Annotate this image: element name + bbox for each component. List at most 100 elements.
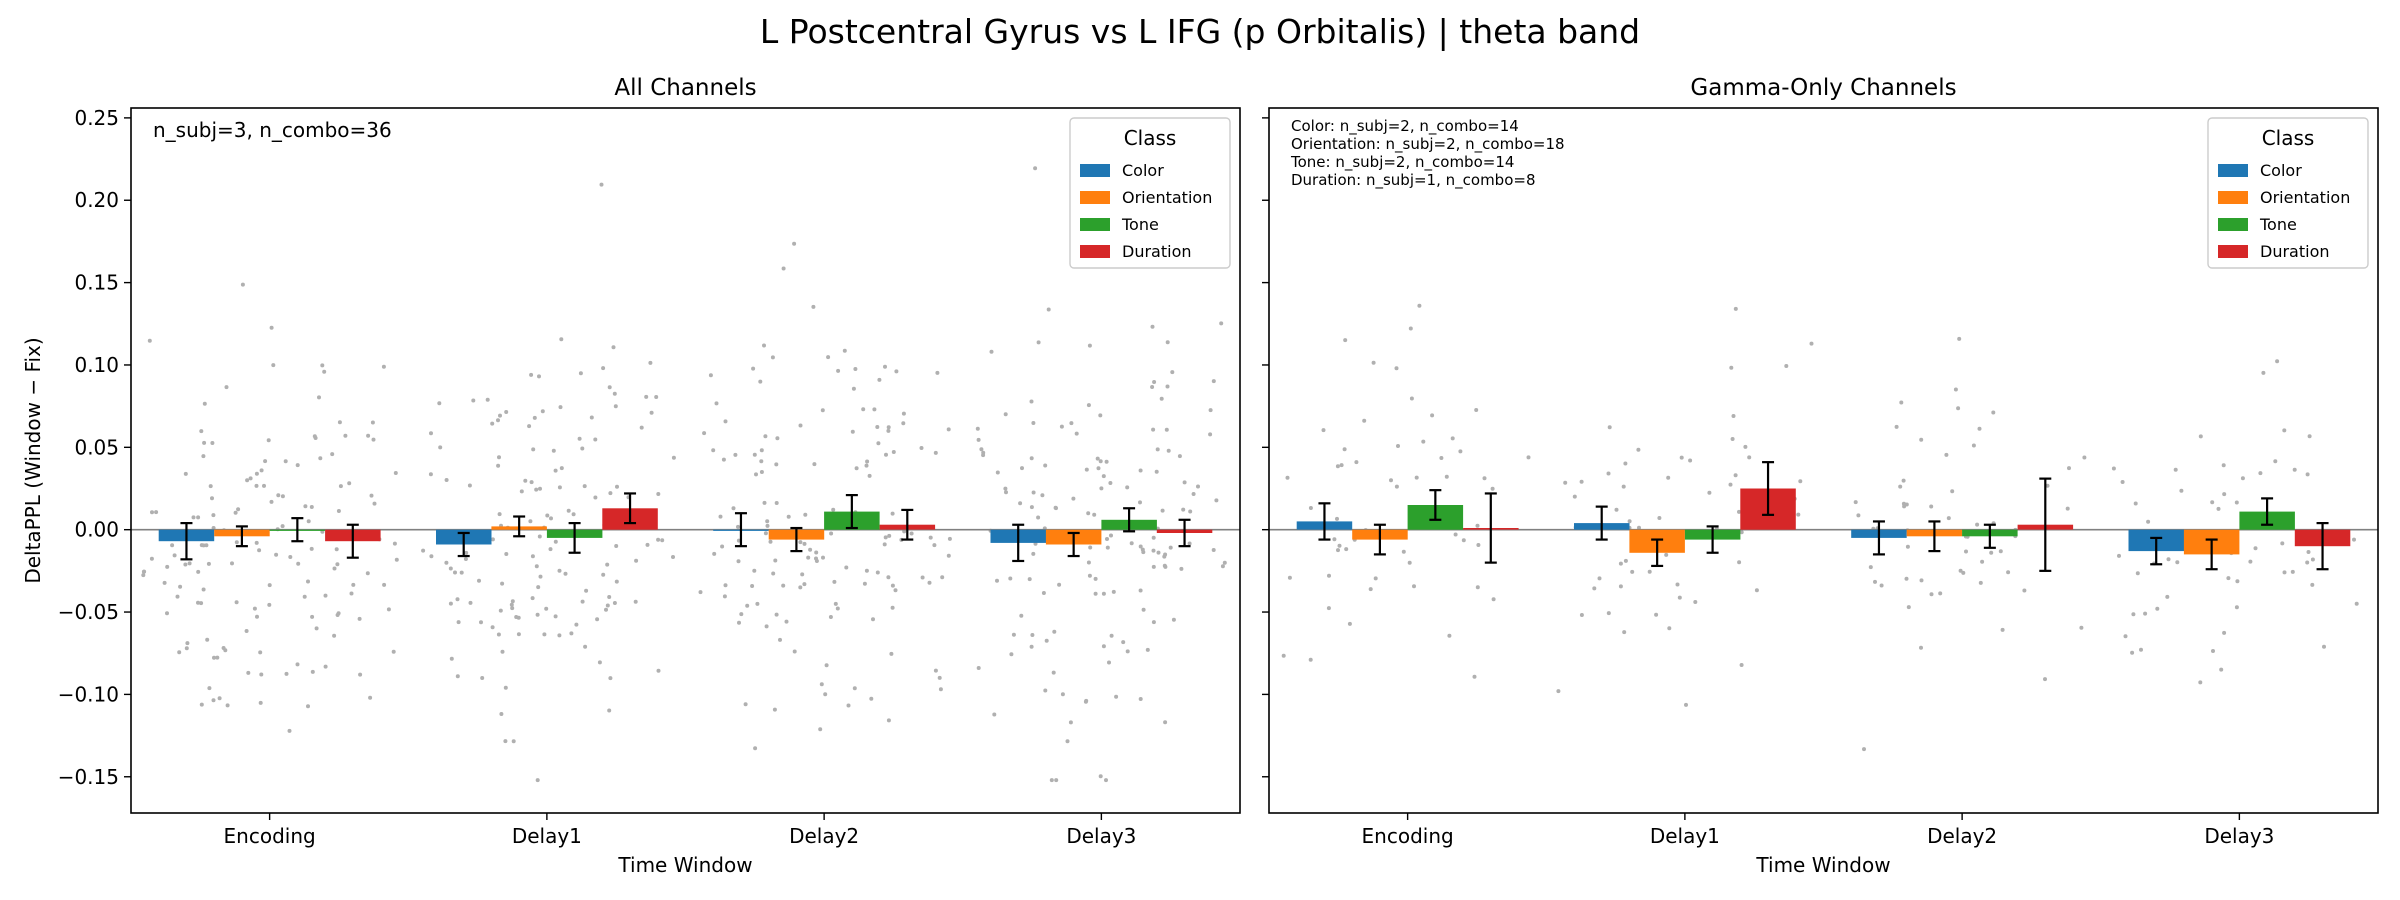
scatter-point (755, 601, 760, 606)
scatter-point (338, 484, 343, 489)
scatter-point (2240, 476, 2245, 481)
panel-title: All Channels (614, 75, 756, 101)
scatter-point (864, 568, 869, 573)
scatter-point (1281, 653, 1286, 658)
scatter-point (334, 547, 339, 552)
scatter-point (1052, 629, 1057, 634)
scatter-point (1043, 688, 1048, 693)
scatter-point (1084, 467, 1089, 472)
scatter-point (207, 686, 212, 691)
scatter-point (1344, 547, 1349, 552)
scatter-point (177, 650, 182, 655)
scatter-point (773, 558, 778, 563)
scatter-point (1623, 558, 1628, 563)
scatter-point (259, 468, 264, 473)
scatter-point (370, 420, 375, 425)
scatter-point (1371, 360, 1376, 365)
scatter-point (1606, 611, 1611, 616)
scatter-point (336, 509, 341, 513)
scatter-point (2139, 647, 2143, 652)
scatter-point (2155, 606, 2160, 611)
scatter-point (349, 591, 354, 596)
scatter-point (1095, 456, 1100, 461)
scatter-point (1335, 516, 1339, 521)
scatter-point (509, 602, 514, 607)
scatter-point (605, 603, 610, 608)
scatter-point (1179, 566, 1184, 571)
scatter-point (1977, 426, 1982, 431)
scatter-point (516, 615, 521, 620)
scatter-point (150, 510, 154, 515)
scatter-point (1733, 306, 1738, 311)
scatter-point (391, 649, 396, 654)
scatter-point (288, 555, 293, 559)
legend-swatch-duration (1080, 245, 1110, 258)
scatter-point (743, 702, 748, 707)
scatter-point (1396, 444, 1400, 448)
scatter-point (1109, 633, 1114, 638)
scatter-point (1191, 492, 1196, 496)
scatter-point (519, 489, 524, 494)
scatter-point (1327, 573, 1331, 578)
scatter-point (1412, 584, 1416, 589)
scatter-point (601, 366, 606, 371)
scatter-point (1163, 720, 1168, 725)
scatter-point (534, 487, 539, 492)
scatter-point (829, 531, 834, 536)
scatter-point (1906, 605, 1911, 610)
scatter-point (583, 644, 588, 649)
scatter-point (1688, 458, 1693, 463)
scatter-point (549, 516, 553, 521)
scatter-point (534, 564, 539, 569)
scatter-point (975, 426, 980, 431)
scatter-point (1138, 500, 1142, 505)
scatter-point (893, 588, 898, 593)
scatter-point (909, 531, 914, 536)
scatter-point (1474, 408, 1479, 412)
y-tick-label: −0.10 (58, 682, 119, 706)
scatter-point (496, 418, 500, 423)
scatter-point (337, 420, 342, 425)
x-tick-label: Delay2 (789, 824, 859, 848)
scatter-point (234, 540, 239, 545)
legend-label-orientation: Orientation (2260, 188, 2350, 207)
scatter-point (774, 501, 779, 505)
legend-label-color: Color (2260, 161, 2302, 180)
scatter-point (1108, 481, 1113, 485)
scatter-point (1086, 511, 1091, 516)
scatter-point (2234, 605, 2239, 610)
scatter-point (1332, 537, 1337, 542)
scatter-point (1461, 538, 1466, 543)
scatter-point (386, 607, 391, 612)
scatter-point (504, 410, 509, 414)
scatter-point (553, 539, 558, 544)
scatter-point (1961, 570, 1966, 575)
scatter-point (1029, 399, 1034, 404)
scatter-point (2120, 480, 2125, 484)
scatter-point (224, 385, 229, 390)
scatter-point (1980, 559, 1985, 564)
scatter-point (1739, 530, 1744, 535)
scatter-point (1125, 649, 1130, 654)
scatter-point (774, 462, 779, 467)
x-tick-label: Delay1 (1650, 824, 1720, 848)
scatter-point (656, 537, 661, 542)
scatter-point (1684, 702, 1688, 707)
scatter-point (1138, 544, 1143, 549)
scatter-point (831, 507, 836, 512)
scatter-point (933, 450, 938, 455)
scatter-point (1222, 560, 1227, 565)
scatter-point (314, 626, 319, 631)
scatter-point (503, 739, 508, 744)
scatter-point (759, 448, 764, 453)
scatter-point (2273, 459, 2278, 464)
scatter-point (258, 650, 263, 655)
scatter-point (2079, 625, 2084, 630)
scatter-point (1337, 543, 1342, 548)
scatter-point (1151, 620, 1156, 625)
scatter-point (2146, 519, 2151, 524)
scatter-point (438, 445, 443, 450)
scatter-point (530, 596, 535, 601)
scatter-point (453, 570, 457, 575)
scatter-point (928, 535, 933, 540)
